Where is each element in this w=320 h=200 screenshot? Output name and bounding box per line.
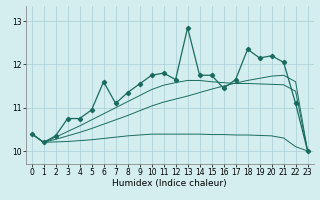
X-axis label: Humidex (Indice chaleur): Humidex (Indice chaleur) xyxy=(112,179,227,188)
